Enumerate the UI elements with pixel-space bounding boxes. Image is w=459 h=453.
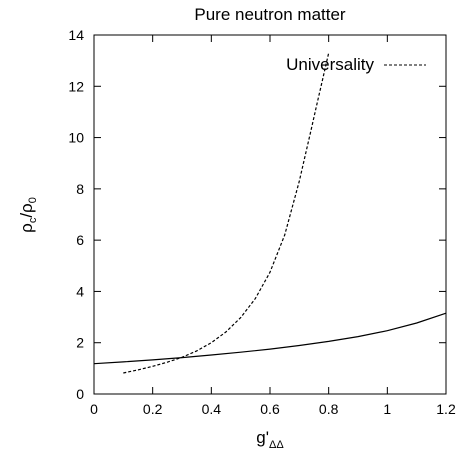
y-tick-label: 4: [76, 283, 84, 299]
y-tick-label: 12: [68, 78, 84, 94]
x-tick-label: 0: [90, 401, 98, 417]
series-layer: [93, 52, 447, 374]
y-tick-label: 8: [76, 181, 84, 197]
plot-frame: [93, 34, 447, 395]
y-tick-label: 2: [76, 335, 84, 351]
legend-label: Universality: [286, 55, 374, 74]
x-tick-label: 0.8: [319, 401, 339, 417]
x-tick-label: 1: [383, 401, 391, 417]
x-tick-label: 0.6: [260, 401, 280, 417]
x-tick-label: 1.2: [436, 401, 456, 417]
legend: Universality: [286, 55, 426, 74]
y-tick-label: 0: [76, 386, 84, 402]
y-tick-label: 10: [68, 130, 84, 146]
series-line-dashed: [123, 52, 330, 374]
x-axis-label: g'ΔΔ: [256, 428, 284, 451]
x-tick-label: 0.4: [202, 401, 222, 417]
y-axis-ticks: 0 2 4 6 8 10 12 14: [68, 27, 446, 402]
y-tick-label: 6: [76, 232, 84, 248]
series-line-solid: [93, 312, 447, 365]
chart-title: Pure neutron matter: [194, 5, 346, 24]
y-tick-label: 14: [68, 27, 84, 43]
y-axis-label: ρc/ρ0: [17, 197, 39, 233]
x-axis-ticks: 0 0.2 0.4 0.6 0.8 1 1.2: [90, 35, 456, 417]
x-tick-label: 0.2: [143, 401, 163, 417]
